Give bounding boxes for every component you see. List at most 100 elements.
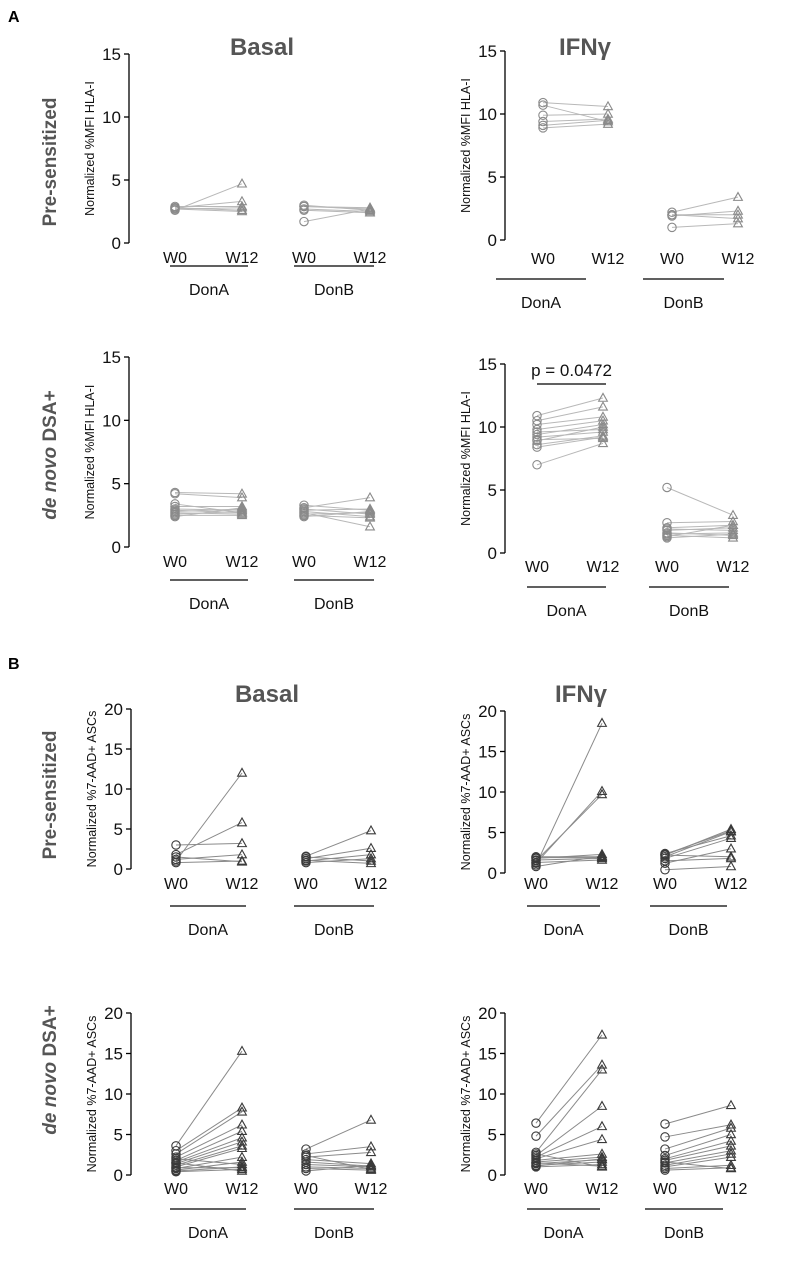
pair-line [535, 1158, 603, 1167]
w12-point [597, 431, 609, 441]
pair-line [175, 1124, 243, 1158]
chart-B-denovo-basal: 0 5 10 15 20 Normalized %7-AAD+ ASCs W0 W12 W0 W1… [85, 1004, 388, 1242]
w12-point [365, 1114, 377, 1124]
pair-line [664, 1150, 732, 1164]
pair-line [664, 1134, 732, 1157]
w12-point [236, 503, 248, 513]
w12-point [236, 1119, 248, 1129]
x-tick-label: W0 [653, 1181, 677, 1198]
x-tick-label: W12 [592, 251, 625, 268]
y-tick-label: 15 [478, 355, 497, 374]
group-label: DonA [189, 282, 229, 299]
w12-point [365, 1157, 377, 1168]
w0-point [532, 436, 542, 446]
pair-line [175, 1156, 243, 1170]
group-label: DonB [314, 596, 354, 613]
w0-point [532, 432, 542, 442]
w0-point [301, 1166, 311, 1176]
w12-point [596, 1153, 608, 1163]
pair-line [303, 511, 371, 518]
pair-line [666, 532, 734, 535]
pair-line [305, 1151, 372, 1158]
w12-point [365, 1146, 377, 1157]
x-tick-label: W12 [715, 876, 748, 893]
w12-point [596, 1161, 608, 1171]
row-label-denovo-b: de novo DSA+ [40, 1005, 61, 1134]
y-tick-label: 0 [488, 864, 497, 883]
pair-line [542, 102, 609, 107]
y-tick-label: 5 [488, 824, 497, 843]
pair-line [666, 521, 734, 524]
w12-point [365, 1140, 377, 1151]
w0-point [531, 1131, 541, 1141]
w0-point [538, 110, 548, 121]
x-tick-label: W12 [226, 1181, 259, 1198]
w12-point [596, 717, 608, 727]
w12-point [596, 785, 608, 795]
w12-point [597, 432, 609, 443]
w0-point [532, 442, 542, 452]
w0-point [532, 424, 542, 435]
w12-point [236, 837, 248, 848]
chart-A-denovo-basal: 0 5 10 15 Normalized %MFI HLA-I W0 W12 W0 W12 Don… [83, 348, 387, 613]
x-tick-label: W0 [531, 251, 555, 268]
pair-line [175, 1137, 243, 1163]
pair-line [536, 420, 604, 431]
w0-point [531, 1149, 541, 1159]
w12-point [364, 521, 376, 531]
w0-point [171, 854, 181, 865]
y-axis-label: Normalized %MFI HLA-I [83, 385, 97, 520]
chart-B-pre-ifn: 0 5 10 15 20 Normalized %7-AAD+ ASCs W0 W12 W0 W1… [459, 702, 748, 939]
x-tick-label: W12 [586, 1181, 619, 1198]
pair-line [305, 830, 372, 857]
x-tick-label: W0 [163, 554, 187, 571]
w0-point [171, 1162, 181, 1173]
w12-point [364, 491, 376, 502]
pair-line [535, 1069, 603, 1153]
w12-point [365, 842, 377, 852]
pair-line [175, 1130, 243, 1161]
w12-point [597, 392, 609, 402]
w12-point [596, 1063, 608, 1074]
pair-line [175, 1107, 243, 1152]
y-tick-label: 10 [102, 411, 121, 430]
pair-line [535, 1125, 603, 1158]
pair-line [535, 1153, 603, 1161]
w0-point [531, 855, 541, 865]
w12-point [602, 115, 614, 126]
pair-line [305, 1119, 372, 1150]
y-tick-label: 10 [478, 783, 497, 802]
w12-point [365, 1159, 377, 1170]
y-axis-label: Normalized %7-AAD+ ASCs [85, 1016, 99, 1173]
pair-line [542, 118, 609, 123]
pair-line [671, 223, 739, 228]
y-axis-label: Normalized %MFI HLA-I [459, 391, 473, 526]
pair-line [664, 1145, 732, 1161]
w12-point [725, 851, 737, 861]
pair-line [536, 406, 604, 422]
pair-line [305, 858, 372, 864]
w12-point [597, 437, 609, 448]
pair-line [664, 1127, 732, 1150]
w12-point [236, 1158, 248, 1169]
group-label: DonA [521, 295, 561, 312]
w12-point [364, 205, 376, 216]
y-tick-label: 5 [488, 1126, 497, 1145]
row-label-denovo-italic: de novo [40, 447, 61, 520]
pair-line [664, 1164, 732, 1170]
pair-line [174, 493, 243, 499]
w12-point [364, 203, 376, 213]
y-tick-label: 5 [114, 820, 123, 839]
w12-point [596, 854, 608, 864]
w12-point [365, 1161, 377, 1171]
pair-line [535, 722, 603, 866]
y-tick-label: 10 [478, 1085, 497, 1104]
pair-line [175, 1145, 243, 1166]
col-title-basal-a: Basal [230, 34, 294, 61]
w0-point [299, 216, 309, 227]
w12-point [365, 855, 377, 865]
chart-A-denovo-ifn: 0 5 10 15 Normalized %MFI HLA-I W0 W12 W0 W12 Don… [459, 355, 750, 620]
significance-label: p = 0.0472 [531, 361, 612, 380]
w12-point [725, 832, 737, 842]
